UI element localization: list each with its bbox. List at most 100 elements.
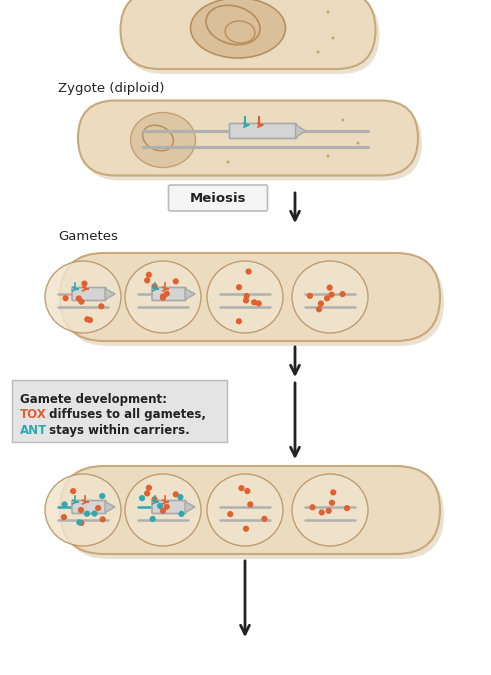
- Point: [318, 507, 326, 518]
- Point: [138, 493, 146, 504]
- Polygon shape: [105, 288, 115, 300]
- Point: [99, 514, 107, 524]
- Point: [339, 115, 347, 126]
- Point: [327, 290, 335, 300]
- Point: [172, 276, 180, 287]
- Point: [178, 508, 186, 519]
- Point: [235, 282, 243, 293]
- Point: [324, 151, 332, 161]
- Ellipse shape: [45, 474, 121, 546]
- Point: [245, 266, 252, 277]
- FancyBboxPatch shape: [64, 258, 444, 346]
- Polygon shape: [185, 502, 195, 512]
- Point: [323, 293, 331, 304]
- Point: [224, 157, 232, 167]
- Point: [90, 508, 98, 519]
- Point: [159, 506, 167, 516]
- Point: [94, 503, 102, 514]
- Point: [343, 503, 351, 514]
- Polygon shape: [296, 124, 305, 138]
- Point: [151, 494, 159, 505]
- Point: [156, 501, 164, 512]
- Point: [354, 138, 362, 148]
- Point: [326, 282, 333, 293]
- Ellipse shape: [131, 113, 195, 167]
- Point: [306, 290, 314, 301]
- Point: [339, 289, 347, 300]
- Point: [317, 298, 325, 309]
- Polygon shape: [105, 502, 115, 512]
- Point: [329, 32, 337, 43]
- Point: [149, 514, 157, 524]
- FancyBboxPatch shape: [168, 185, 268, 211]
- Ellipse shape: [191, 0, 285, 58]
- FancyBboxPatch shape: [72, 288, 106, 300]
- Point: [86, 315, 94, 325]
- Ellipse shape: [125, 261, 201, 333]
- FancyBboxPatch shape: [152, 500, 186, 514]
- Text: Gamete development:: Gamete development:: [20, 393, 167, 406]
- FancyBboxPatch shape: [72, 500, 106, 514]
- Point: [226, 509, 234, 520]
- Point: [176, 491, 184, 502]
- Point: [145, 269, 153, 280]
- Point: [78, 296, 85, 307]
- Ellipse shape: [45, 261, 121, 333]
- Point: [324, 7, 332, 18]
- FancyBboxPatch shape: [229, 124, 297, 138]
- Point: [329, 487, 337, 497]
- Point: [151, 281, 159, 292]
- Point: [255, 298, 263, 309]
- Point: [314, 47, 322, 57]
- Point: [83, 314, 91, 325]
- Point: [81, 278, 88, 289]
- Point: [325, 506, 332, 516]
- Text: Meiosis: Meiosis: [190, 192, 246, 205]
- Point: [78, 518, 85, 529]
- Point: [159, 292, 167, 303]
- Text: diffuses to all gametes,: diffuses to all gametes,: [45, 408, 206, 421]
- Point: [242, 295, 250, 306]
- Point: [238, 483, 246, 493]
- Point: [77, 505, 85, 516]
- Point: [83, 508, 91, 519]
- Point: [315, 304, 323, 315]
- Point: [60, 512, 68, 522]
- Point: [172, 489, 180, 500]
- Point: [235, 316, 243, 327]
- Point: [261, 514, 269, 524]
- Text: ANT: ANT: [20, 424, 47, 437]
- Text: stays within carriers.: stays within carriers.: [45, 424, 190, 437]
- Ellipse shape: [207, 474, 283, 546]
- Point: [75, 293, 82, 304]
- Polygon shape: [185, 288, 195, 300]
- Point: [163, 288, 171, 299]
- Ellipse shape: [292, 261, 368, 333]
- Text: TOX: TOX: [20, 408, 47, 421]
- Text: Zygote (diploid): Zygote (diploid): [58, 82, 164, 95]
- FancyBboxPatch shape: [60, 253, 440, 341]
- FancyBboxPatch shape: [78, 101, 418, 176]
- FancyBboxPatch shape: [64, 471, 444, 559]
- Point: [328, 497, 336, 508]
- Point: [242, 523, 250, 534]
- Point: [308, 502, 316, 513]
- Point: [69, 486, 77, 497]
- Point: [76, 517, 83, 528]
- Point: [246, 499, 254, 510]
- Point: [60, 499, 68, 510]
- FancyBboxPatch shape: [82, 105, 422, 180]
- Point: [243, 291, 250, 302]
- Point: [143, 488, 151, 499]
- FancyBboxPatch shape: [60, 466, 440, 554]
- Point: [62, 293, 70, 304]
- Point: [97, 301, 105, 312]
- FancyBboxPatch shape: [152, 288, 186, 300]
- Point: [145, 483, 153, 493]
- Point: [143, 275, 151, 286]
- Ellipse shape: [292, 474, 368, 546]
- Point: [163, 502, 171, 512]
- Point: [98, 491, 106, 502]
- FancyBboxPatch shape: [120, 0, 376, 69]
- FancyBboxPatch shape: [125, 0, 380, 74]
